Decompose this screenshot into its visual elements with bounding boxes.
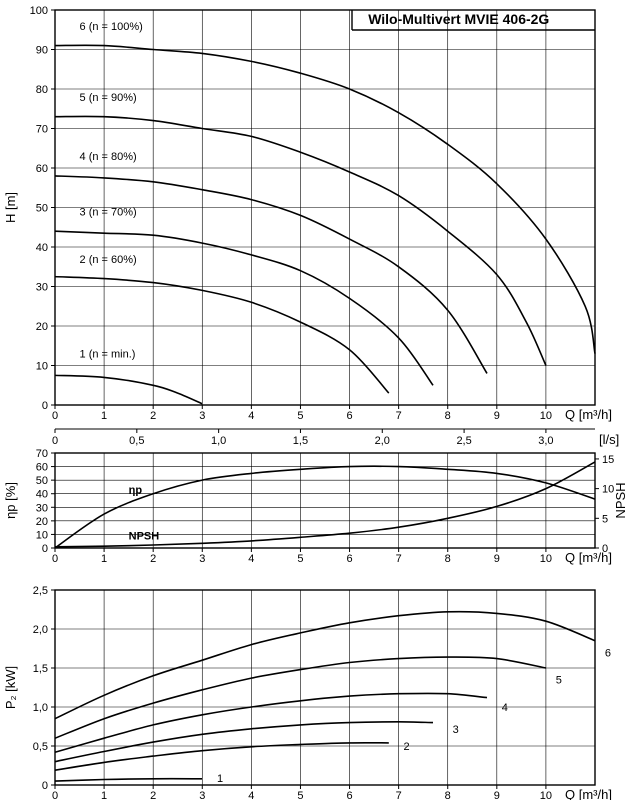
svg-text:3,0: 3,0 bbox=[538, 435, 553, 447]
x-label-E: Q [m³/h] bbox=[565, 550, 612, 565]
svg-text:2: 2 bbox=[150, 790, 156, 800]
svg-text:0: 0 bbox=[52, 553, 58, 565]
svg-text:5: 5 bbox=[297, 410, 303, 422]
svg-text:7: 7 bbox=[396, 410, 402, 422]
svg-text:3: 3 bbox=[199, 410, 205, 422]
svg-text:0,5: 0,5 bbox=[33, 741, 48, 753]
svg-text:0: 0 bbox=[42, 543, 48, 555]
p-curve-1 bbox=[55, 779, 202, 781]
svg-text:8: 8 bbox=[445, 790, 451, 800]
svg-text:9: 9 bbox=[494, 410, 500, 422]
h-curve-2 bbox=[55, 277, 389, 393]
h-curve-label-1: 1 (n = min.) bbox=[80, 349, 136, 361]
svg-text:5: 5 bbox=[297, 790, 303, 800]
svg-text:10: 10 bbox=[540, 790, 552, 800]
svg-text:10: 10 bbox=[540, 553, 552, 565]
svg-text:2,5: 2,5 bbox=[33, 585, 48, 597]
h-curve-label-4: 4 (n = 80%) bbox=[80, 151, 137, 163]
svg-text:1: 1 bbox=[101, 790, 107, 800]
svg-text:70: 70 bbox=[36, 448, 48, 460]
svg-text:20: 20 bbox=[36, 321, 48, 333]
p-curve-label-1: 1 bbox=[217, 773, 223, 785]
svg-text:10: 10 bbox=[36, 361, 48, 373]
svg-text:2,5: 2,5 bbox=[456, 435, 471, 447]
svg-text:100: 100 bbox=[30, 5, 48, 17]
h-curve-1 bbox=[55, 375, 202, 403]
svg-text:6: 6 bbox=[346, 410, 352, 422]
svg-text:1,0: 1,0 bbox=[211, 435, 226, 447]
y2-label-E: NPSH bbox=[613, 482, 628, 518]
svg-text:3: 3 bbox=[199, 553, 205, 565]
svg-text:4: 4 bbox=[248, 790, 254, 800]
y-label-P: P₂ [kW] bbox=[3, 666, 18, 709]
e-curve-label-npsh: NPSH bbox=[129, 531, 160, 543]
p-curve-label-4: 4 bbox=[502, 702, 508, 714]
svg-text:9: 9 bbox=[494, 553, 500, 565]
y-label-H: H [m] bbox=[3, 192, 18, 223]
svg-text:2,0: 2,0 bbox=[375, 435, 390, 447]
svg-text:0: 0 bbox=[52, 790, 58, 800]
svg-text:2,0: 2,0 bbox=[33, 624, 48, 636]
svg-text:70: 70 bbox=[36, 124, 48, 136]
x-label-P: Q [m³/h] bbox=[565, 787, 612, 800]
svg-text:0: 0 bbox=[52, 410, 58, 422]
svg-text:4: 4 bbox=[248, 553, 254, 565]
svg-text:15: 15 bbox=[602, 454, 614, 466]
p-curve-label-6: 6 bbox=[605, 647, 611, 659]
h-curve-label-5: 5 (n = 90%) bbox=[80, 92, 137, 104]
svg-text:10: 10 bbox=[540, 410, 552, 422]
svg-text:20: 20 bbox=[36, 516, 48, 528]
x-sec-label: [l/s] bbox=[599, 432, 619, 447]
p-curve-label-2: 2 bbox=[404, 741, 410, 753]
svg-text:60: 60 bbox=[36, 462, 48, 474]
svg-text:40: 40 bbox=[36, 242, 48, 254]
svg-text:1: 1 bbox=[101, 410, 107, 422]
svg-text:2: 2 bbox=[150, 553, 156, 565]
e-curve-label-etap: ηp bbox=[129, 485, 143, 497]
p-curve-label-5: 5 bbox=[556, 675, 562, 687]
svg-text:30: 30 bbox=[36, 502, 48, 514]
svg-text:1,5: 1,5 bbox=[293, 435, 308, 447]
h-curve-label-6: 6 (n = 100%) bbox=[80, 21, 143, 33]
svg-text:0,5: 0,5 bbox=[129, 435, 144, 447]
x-label-H: Q [m³/h] bbox=[565, 407, 612, 422]
pump-curve-chart: 012345678910010203040506070809010000,51,… bbox=[0, 0, 632, 800]
svg-text:6: 6 bbox=[346, 790, 352, 800]
svg-text:7: 7 bbox=[396, 553, 402, 565]
svg-text:7: 7 bbox=[396, 790, 402, 800]
svg-text:8: 8 bbox=[445, 410, 451, 422]
svg-text:1,5: 1,5 bbox=[33, 663, 48, 675]
p-curve-3 bbox=[55, 722, 433, 762]
svg-text:9: 9 bbox=[494, 790, 500, 800]
chart-title: Wilo-Multivert MVIE 406-2G bbox=[368, 11, 549, 27]
svg-text:60: 60 bbox=[36, 163, 48, 175]
svg-text:6: 6 bbox=[346, 553, 352, 565]
svg-text:50: 50 bbox=[36, 475, 48, 487]
svg-text:3: 3 bbox=[199, 790, 205, 800]
svg-text:0: 0 bbox=[52, 435, 58, 447]
svg-text:40: 40 bbox=[36, 489, 48, 501]
svg-text:90: 90 bbox=[36, 45, 48, 57]
svg-text:0: 0 bbox=[42, 780, 48, 792]
h-curve-label-2: 2 (n = 60%) bbox=[80, 254, 137, 266]
svg-text:30: 30 bbox=[36, 282, 48, 294]
svg-text:5: 5 bbox=[602, 513, 608, 525]
svg-text:8: 8 bbox=[445, 553, 451, 565]
svg-text:1: 1 bbox=[101, 553, 107, 565]
svg-text:80: 80 bbox=[36, 84, 48, 96]
svg-text:5: 5 bbox=[297, 553, 303, 565]
svg-text:4: 4 bbox=[248, 410, 254, 422]
chart-svg: 012345678910010203040506070809010000,51,… bbox=[0, 0, 632, 800]
y-label-E: ηp [%] bbox=[3, 482, 18, 519]
svg-text:0: 0 bbox=[42, 400, 48, 412]
svg-text:50: 50 bbox=[36, 203, 48, 215]
svg-text:1,0: 1,0 bbox=[33, 702, 48, 714]
p-curve-2 bbox=[55, 743, 389, 770]
svg-text:10: 10 bbox=[36, 529, 48, 541]
h-curve-label-3: 3 (n = 70%) bbox=[80, 206, 137, 218]
svg-text:2: 2 bbox=[150, 410, 156, 422]
p-curve-label-3: 3 bbox=[453, 724, 459, 736]
